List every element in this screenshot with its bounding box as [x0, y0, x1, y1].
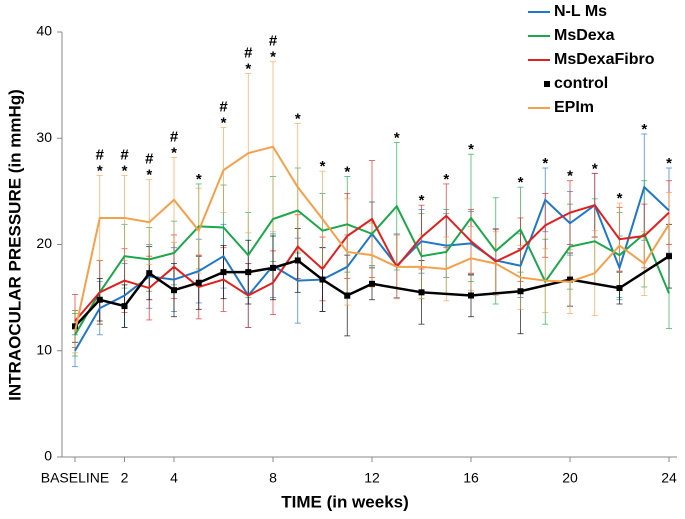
legend-label: MsDexa — [554, 27, 615, 44]
annotation: # — [145, 151, 154, 168]
series-marker — [369, 280, 375, 287]
annotation: * — [196, 171, 202, 188]
annotation: * — [320, 158, 326, 175]
annotation: * — [518, 174, 524, 191]
x-tick-label: 4 — [170, 470, 178, 486]
y-tick-label: 0 — [44, 448, 52, 464]
series-marker — [146, 270, 153, 277]
annotation: * — [221, 115, 227, 132]
annotation: * — [344, 163, 350, 180]
annotation: # — [120, 146, 129, 163]
annotation: * — [245, 60, 251, 77]
annotation: * — [468, 141, 474, 158]
annotation: * — [443, 171, 449, 188]
legend-marker — [544, 81, 550, 87]
annotation: * — [97, 162, 103, 179]
annotation: * — [666, 155, 672, 172]
legend-label: EPIm — [554, 99, 594, 116]
annotation: # — [269, 33, 278, 50]
annotation: # — [244, 44, 253, 61]
y-tick-label: 10 — [36, 341, 52, 357]
x-tick-label: 20 — [562, 470, 578, 486]
series-marker — [616, 285, 623, 292]
annotation: # — [170, 128, 179, 145]
series-line — [74, 145, 670, 332]
series-marker — [319, 276, 326, 283]
legend-label: MsDexaFibro — [554, 51, 655, 68]
annotation: * — [617, 190, 623, 207]
series-line — [74, 204, 670, 322]
annotation: * — [171, 144, 177, 161]
annotation: * — [270, 49, 276, 66]
annotation: * — [567, 168, 573, 185]
series-marker — [220, 269, 227, 276]
annotation: * — [295, 110, 301, 127]
legend-label: control — [554, 75, 608, 92]
series-marker — [270, 264, 276, 271]
annotation: # — [219, 99, 228, 116]
legend-label: N-L Ms — [554, 3, 607, 20]
annotation: * — [641, 121, 647, 138]
x-tick-label: 2 — [121, 470, 129, 486]
x-tick-label: 12 — [364, 470, 380, 486]
series-marker — [72, 323, 78, 330]
annotation: * — [394, 129, 400, 146]
series-marker — [567, 276, 573, 283]
x-tick-label: 16 — [463, 470, 479, 486]
series-line — [74, 204, 670, 336]
series-marker — [418, 289, 425, 296]
series-marker — [468, 292, 474, 299]
annotation: * — [542, 155, 548, 172]
series-marker — [245, 269, 252, 276]
annotation: * — [146, 167, 152, 184]
series-marker — [195, 279, 202, 286]
x-tick-label: 8 — [269, 470, 277, 486]
series-marker — [666, 253, 672, 260]
series-marker — [171, 287, 177, 294]
series-marker — [96, 296, 103, 303]
annotation: * — [419, 192, 425, 209]
x-tick-label: BASELINE — [41, 470, 109, 486]
series-marker — [517, 288, 524, 295]
series-marker — [344, 292, 351, 299]
y-tick-label: 20 — [36, 235, 52, 251]
y-tick-label: 30 — [36, 129, 52, 145]
annotation: * — [592, 160, 598, 177]
y-tick-label: 40 — [36, 23, 52, 39]
annotation: # — [96, 146, 105, 163]
series-marker — [294, 257, 301, 264]
annotation: * — [122, 162, 128, 179]
x-axis-label: TIME (in weeks) — [281, 492, 409, 511]
series-marker — [121, 303, 128, 310]
y-axis-label: INTRAOCULAR PRESSURE (in mmHg) — [5, 89, 24, 401]
x-tick-label: 24 — [661, 470, 677, 486]
